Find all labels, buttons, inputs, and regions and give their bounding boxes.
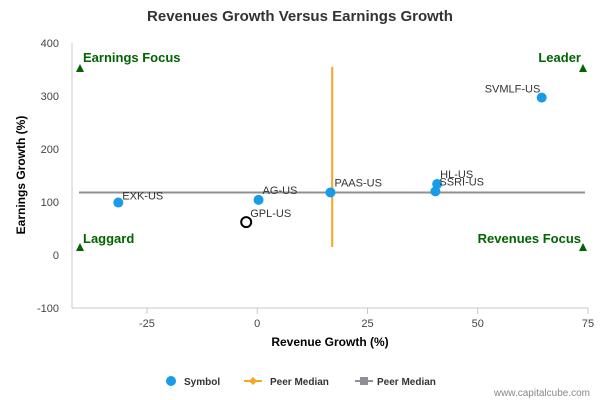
highlight-data-point-label: GPL-US (250, 208, 291, 220)
x-tick-label: 50 (472, 318, 484, 330)
y-tick-label: 100 (41, 197, 59, 209)
data-point[interactable] (536, 92, 547, 103)
legend-item-peer-median-revenue[interactable]: Peer Median (244, 377, 329, 388)
legend-item-symbol[interactable]: Symbol (166, 376, 220, 388)
quadrant-labels: Earnings Focus Leader Laggard Revenues Focu… (76, 50, 587, 251)
data-point[interactable] (430, 186, 441, 197)
data-point-label: EXK-US (122, 191, 163, 203)
quadrant-earnings-focus-label: Earnings Focus (83, 50, 181, 65)
y-tick-label: 300 (41, 91, 59, 103)
highlight-data-point[interactable] (240, 216, 253, 229)
legend-peer-median-earnings-marker (360, 377, 368, 385)
credit-text: www.capitalcube.com (493, 388, 590, 399)
x-tick-label: 0 (254, 318, 260, 330)
x-tick-label: 25 (361, 318, 373, 330)
x-tick-label: 75 (582, 318, 594, 330)
y-tick-label: 400 (41, 38, 59, 50)
y-axis-title: Earnings Growth (%) (14, 116, 28, 235)
quadrant-laggard-label: Laggard (83, 231, 134, 246)
legend-item-peer-median-earnings[interactable]: Peer Median (355, 377, 436, 388)
data-point[interactable] (253, 194, 264, 205)
data-point[interactable] (325, 187, 336, 198)
quadrant-earnings-focus-triangle-icon (76, 64, 84, 72)
data-point-label: SVMLF-US (485, 84, 541, 96)
y-axis-ticks: -100 0 100 200 300 400 (37, 38, 59, 315)
legend-symbol-marker (166, 376, 176, 386)
data-point[interactable] (113, 197, 124, 208)
y-tick-label: -100 (37, 303, 59, 315)
quadrant-revenues-focus-triangle-icon (579, 243, 587, 251)
legend-peer-median-revenue-marker (249, 377, 257, 385)
x-axis-title: Revenue Growth (%) (271, 335, 388, 349)
quadrant-leader-triangle-icon (579, 64, 587, 72)
data-point-label: HL-US (440, 169, 473, 181)
quadrant-revenues-focus-label: Revenues Focus (478, 231, 581, 246)
data-point-label: PAAS-US (334, 177, 381, 189)
data-point-label: AG-US (263, 185, 298, 197)
data-point-label: SSRI-US (439, 176, 484, 188)
chart-title: Revenues Growth Versus Earnings Growth (147, 8, 453, 25)
y-tick-label: 0 (53, 250, 59, 262)
y-tick-label: 200 (41, 144, 59, 156)
legend-peer-median-earnings-label: Peer Median (377, 377, 436, 388)
legend-peer-median-revenue-label: Peer Median (270, 377, 329, 388)
quadrant-leader-label: Leader (538, 50, 581, 65)
legend-symbol-label: Symbol (184, 377, 220, 388)
x-axis-ticks: -25 0 25 50 75 (139, 308, 594, 330)
x-tick-label: -25 (139, 318, 155, 330)
quadrant-laggard-triangle-icon (76, 243, 84, 251)
legend: Symbol Peer Median Peer Median (166, 376, 436, 388)
